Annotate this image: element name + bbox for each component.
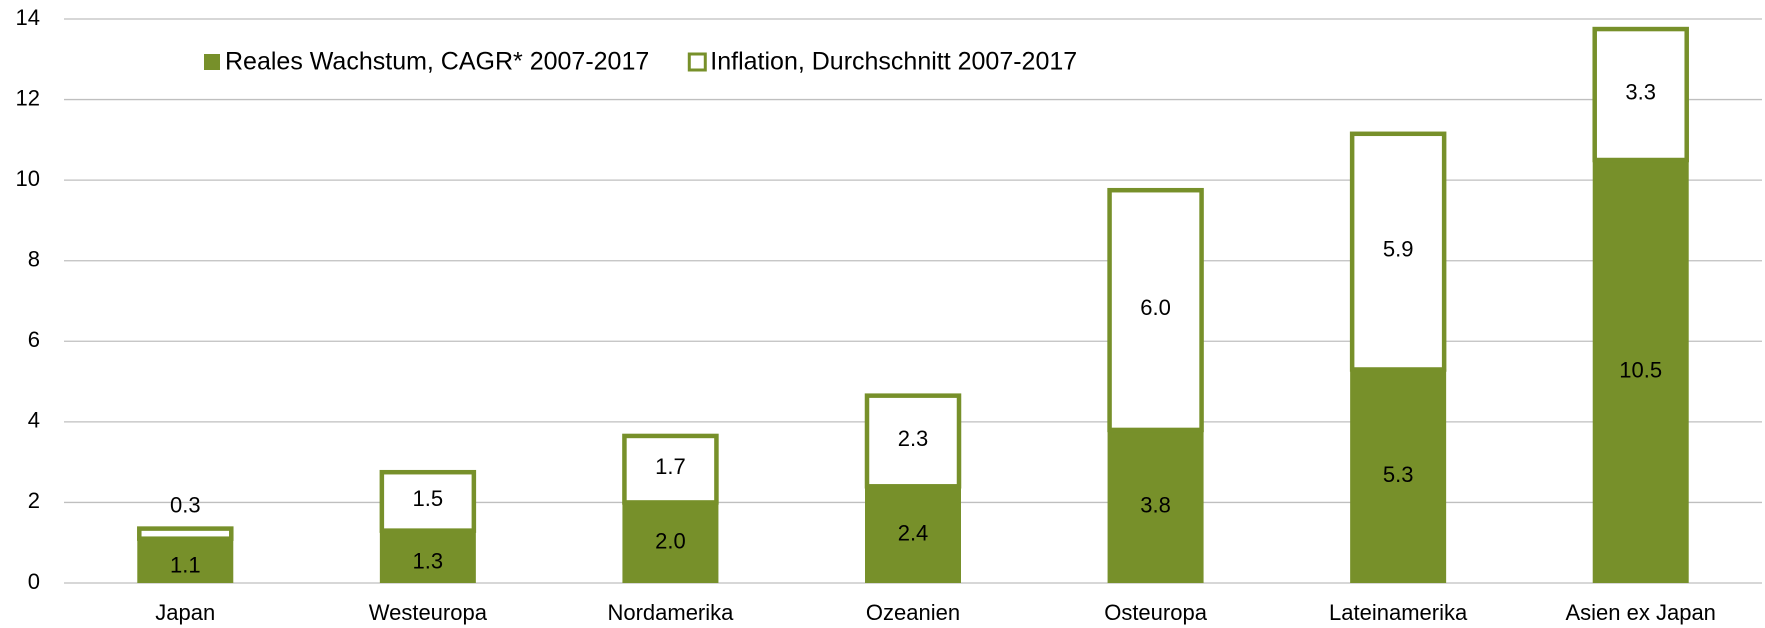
legend: Reales Wachstum, CAGR* 2007-2017 Inflatio… — [204, 48, 1077, 76]
y-tick-label: 10 — [16, 166, 40, 191]
data-label: 0.3 — [170, 492, 201, 517]
y-tick-label: 4 — [28, 408, 40, 433]
data-label: 3.8 — [1140, 492, 1171, 517]
bar-segment — [137, 538, 234, 583]
legend-swatch — [204, 54, 220, 70]
data-label: 5.9 — [1383, 236, 1414, 261]
bar-segment — [379, 530, 476, 583]
x-tick-label: Ozeanien — [866, 600, 960, 625]
data-label: 6.0 — [1140, 295, 1171, 320]
y-tick-label: 0 — [28, 569, 40, 594]
x-tick-label: Osteuropa — [1104, 600, 1207, 625]
y-tick-label: 14 — [16, 5, 40, 30]
bar-segment — [1107, 429, 1204, 583]
legend-label: Reales Wachstum, CAGR* 2007-2017 — [225, 48, 649, 76]
bar-segment — [137, 526, 234, 541]
bar-segment — [1350, 369, 1447, 583]
bar-segment — [1592, 160, 1689, 583]
bar-segment — [1349, 131, 1447, 372]
y-tick-label: 6 — [28, 327, 40, 352]
x-tick-label: Nordamerika — [607, 600, 734, 625]
data-label: 1.7 — [655, 454, 686, 479]
legend-swatch — [687, 52, 707, 72]
legend-label: Inflation, Durchschnitt 2007-2017 — [710, 48, 1077, 76]
data-label: 1.5 — [413, 486, 444, 511]
data-label: 2.3 — [898, 426, 929, 451]
x-tick-label: Lateinamerika — [1329, 600, 1468, 625]
bar-segment — [865, 486, 961, 583]
bar-segment — [1107, 187, 1204, 433]
data-label: 1.1 — [170, 553, 201, 578]
x-tick-label: Westeuropa — [369, 600, 488, 625]
bar-segment — [622, 502, 719, 583]
data-label: 1.3 — [413, 549, 444, 574]
bar-segment — [864, 393, 962, 489]
y-tick-label: 12 — [16, 85, 40, 110]
bar-segment — [1592, 26, 1689, 163]
data-label: 3.3 — [1625, 79, 1656, 104]
y-tick-label: 8 — [28, 247, 40, 272]
data-label: 10.5 — [1619, 357, 1662, 382]
bar-segment — [622, 433, 719, 505]
bar-segment — [379, 469, 477, 533]
y-tick-label: 2 — [28, 488, 40, 513]
data-label: 2.0 — [655, 529, 686, 554]
x-tick-label: Asien ex Japan — [1565, 600, 1715, 625]
data-label: 2.4 — [898, 520, 929, 545]
data-label: 5.3 — [1383, 462, 1414, 487]
x-tick-label: Japan — [155, 600, 215, 625]
